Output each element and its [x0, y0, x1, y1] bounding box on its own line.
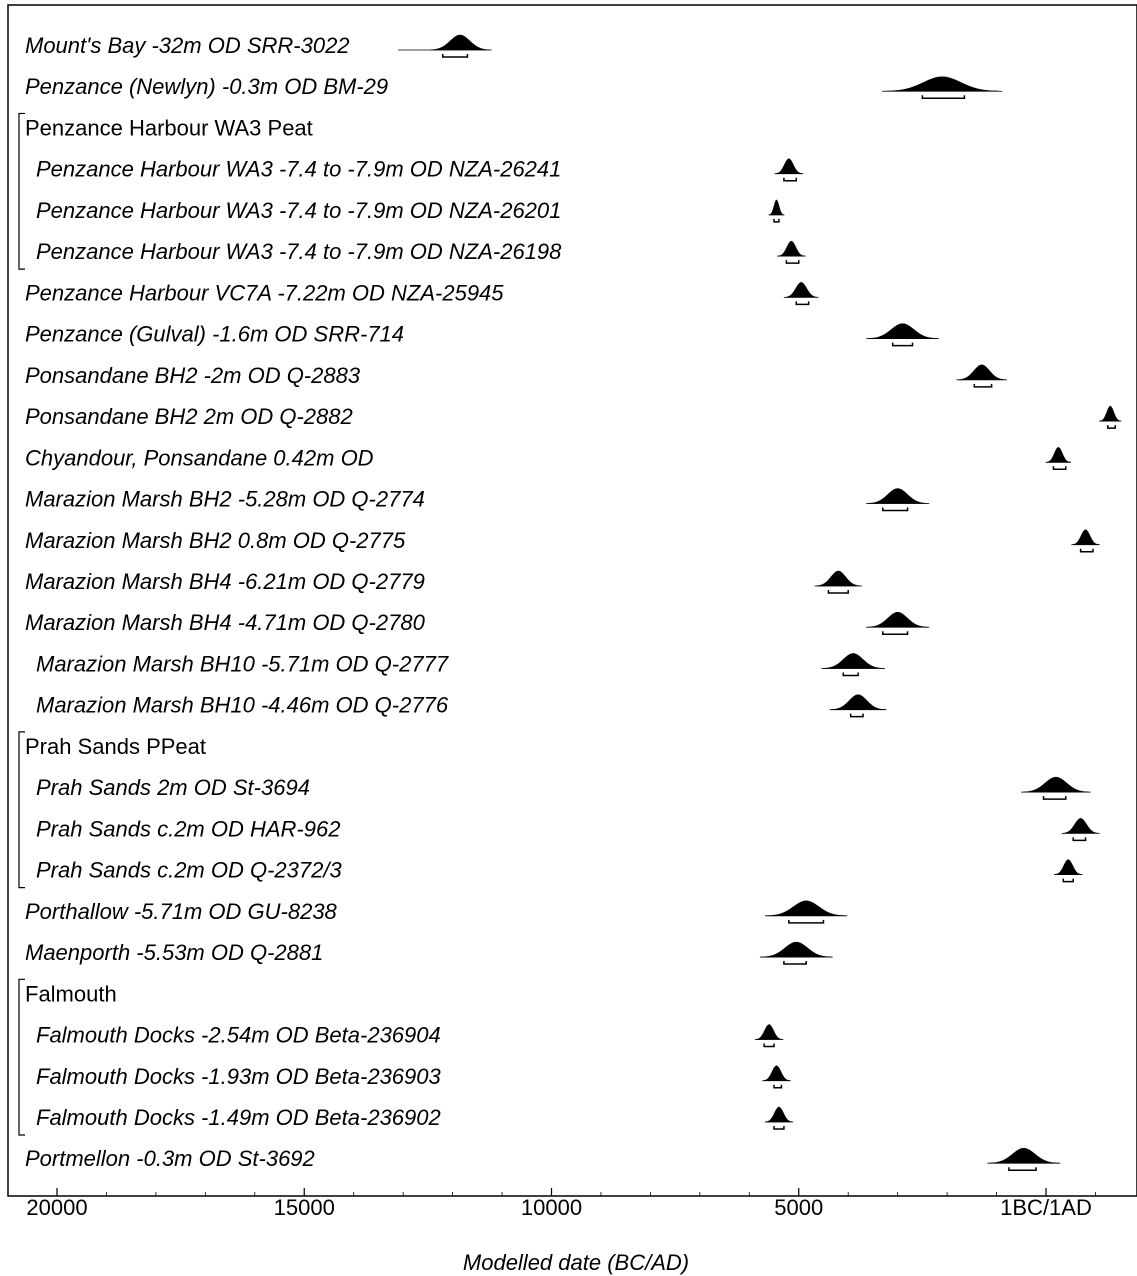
- date-distribution: [430, 34, 490, 51]
- x-tick-label: 20000: [26, 1195, 87, 1220]
- range-bracket: [788, 919, 825, 924]
- row-label: Marazion Marsh BH4 -4.71m OD Q-2780: [25, 610, 426, 635]
- date-distribution: [777, 240, 805, 257]
- date-distribution: [1054, 859, 1082, 875]
- date-distribution: [761, 941, 831, 958]
- group-label: Prah Sands PPeat: [25, 734, 206, 759]
- row-label: Falmouth Docks -1.93m OD Beta-236903: [36, 1064, 442, 1089]
- range-bracket: [441, 54, 469, 58]
- row-label: Marazion Marsh BH2 -5.28m OD Q-2774: [25, 487, 425, 512]
- date-distribution: [765, 1106, 793, 1123]
- range-bracket: [842, 672, 859, 677]
- row-label: Marazion Marsh BH2 0.8m OD Q-2775: [25, 528, 406, 553]
- range-bracket: [1008, 1167, 1037, 1171]
- range-bracket: [882, 507, 909, 512]
- row-label: Marazion Marsh BH10 -4.46m OD Q-2776: [36, 693, 449, 718]
- plot-frame: [7, 4, 1137, 1197]
- date-distribution: [767, 900, 845, 917]
- range-bracket: [891, 342, 914, 347]
- row-label: Portmellon -0.3m OD St-3692: [25, 1146, 315, 1171]
- date-distribution: [784, 282, 818, 298]
- group-label: Falmouth: [25, 981, 117, 1006]
- row-label: Mount's Bay -32m OD SRR-3022: [25, 33, 350, 58]
- range-bracket: [785, 260, 800, 264]
- row-label: Ponsandane BH2 2m OD Q-2882: [25, 404, 353, 429]
- row-label: Penzance Harbour WA3 -7.4 to -7.9m OD NZ…: [36, 198, 561, 223]
- range-bracket: [849, 713, 864, 718]
- date-distribution: [885, 76, 999, 92]
- rows-layer: Mount's Bay -32m OD SRR-3022 Penzance (Ne…: [18, 33, 1122, 1171]
- range-bracket: [783, 177, 798, 182]
- row-label: Porthallow -5.71m OD GU-8238: [25, 899, 338, 924]
- date-distribution: [815, 570, 861, 587]
- date-distribution: [867, 488, 928, 504]
- group-bracket: [18, 978, 25, 1136]
- row-label: Penzance (Newlyn) -0.3m OD BM-29: [25, 74, 388, 99]
- range-bracket: [763, 1043, 775, 1048]
- range-bracket: [1072, 837, 1087, 842]
- range-bracket: [921, 95, 966, 99]
- date-distribution: [762, 1065, 790, 1082]
- range-bracket: [773, 218, 780, 223]
- x-tick-label: 5000: [774, 1195, 823, 1220]
- row-label: Penzance (Gulval) -1.6m OD SRR-714: [25, 322, 404, 347]
- date-distribution: [823, 653, 883, 669]
- group-bracket: [18, 112, 25, 270]
- date-distribution: [755, 1024, 783, 1040]
- row-label: Penzance Harbour WA3 -7.4 to -7.9m OD NZ…: [36, 157, 561, 182]
- date-distribution: [868, 323, 937, 339]
- x-axis-label: Modelled date (BC/AD): [463, 1250, 689, 1275]
- range-bracket: [1042, 796, 1067, 800]
- range-bracket: [1079, 548, 1094, 553]
- row-label: Prah Sands c.2m OD HAR-962: [36, 816, 340, 841]
- range-bracket: [773, 1084, 783, 1089]
- date-distribution: [775, 158, 803, 174]
- date-distribution: [957, 364, 1006, 381]
- x-tick-label: 10000: [521, 1195, 582, 1220]
- group-bracket: [18, 731, 25, 889]
- row-label: Chyandour, Ponsandane 0.42m OD: [25, 445, 374, 470]
- date-distribution: [831, 694, 885, 710]
- range-bracket: [827, 589, 849, 594]
- range-bracket: [973, 383, 993, 388]
- x-tick-label: 1BC/1AD: [1000, 1195, 1092, 1220]
- x-axis: 20000 15000 10000 5000 1BC/1AD: [26, 1188, 1096, 1220]
- date-distribution: [1046, 447, 1071, 463]
- row-label: Marazion Marsh BH10 -5.71m OD Q-2777: [36, 651, 449, 676]
- group-label: Penzance Harbour WA3 Peat: [25, 115, 313, 140]
- row-label: Penzance Harbour WA3 -7.4 to -7.9m OD NZ…: [36, 239, 562, 264]
- date-distribution: [1071, 529, 1099, 546]
- date-distribution: [768, 199, 784, 216]
- row-label: Penzance Harbour VC7A -7.22m OD NZA-2594…: [25, 280, 504, 305]
- row-label: Ponsandane BH2 -2m OD Q-2883: [25, 363, 361, 388]
- row-label: Prah Sands 2m OD St-3694: [36, 775, 310, 800]
- date-distribution: [989, 1147, 1058, 1164]
- range-bracket: [783, 961, 807, 965]
- range-bracket: [773, 1125, 785, 1130]
- row-label: Falmouth Docks -1.49m OD Beta-236902: [36, 1105, 441, 1130]
- range-bracket: [1107, 425, 1116, 429]
- date-distribution: [1099, 405, 1121, 422]
- range-bracket: [1052, 466, 1067, 471]
- range-bracket: [1062, 878, 1074, 883]
- date-distribution: [1062, 818, 1099, 834]
- row-label: Prah Sands c.2m OD Q-2372/3: [36, 858, 342, 883]
- row-label: Marazion Marsh BH4 -6.21m OD Q-2779: [25, 569, 425, 594]
- date-distribution: [1023, 776, 1089, 793]
- range-bracket: [795, 301, 810, 306]
- row-label: Falmouth Docks -2.54m OD Beta-236904: [36, 1023, 441, 1048]
- range-bracket: [882, 631, 909, 635]
- date-distribution: [867, 611, 928, 628]
- x-tick-label: 15000: [274, 1195, 335, 1220]
- row-label: Maenporth -5.53m OD Q-2881: [25, 940, 323, 965]
